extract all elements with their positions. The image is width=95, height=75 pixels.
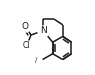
Text: /: / [35,57,40,63]
Text: O: O [22,22,29,31]
Text: N: N [40,26,47,35]
Text: Cl: Cl [23,41,30,50]
